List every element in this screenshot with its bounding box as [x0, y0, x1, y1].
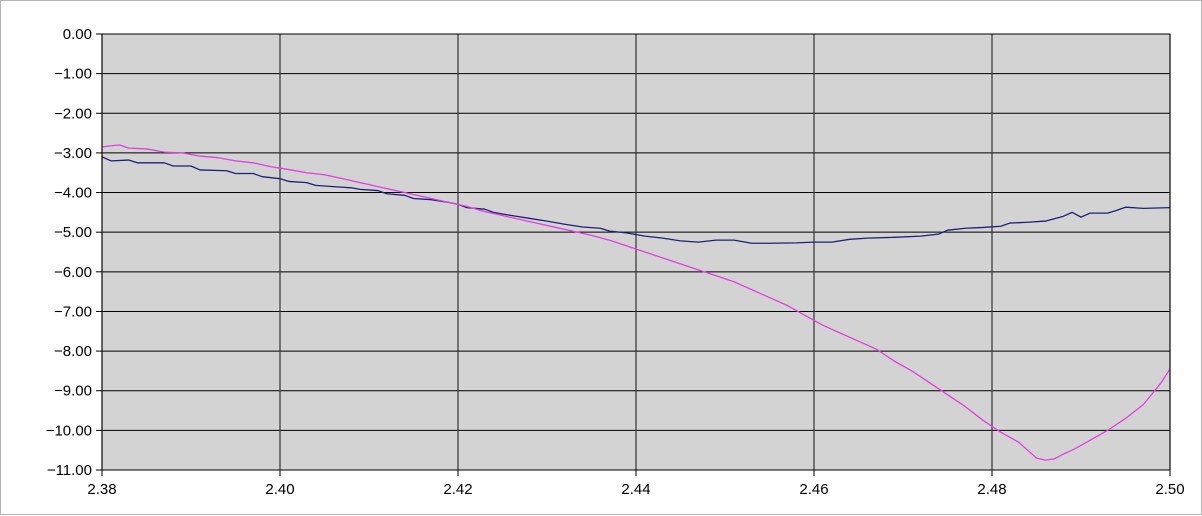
x-tick-label: 2.40: [265, 481, 294, 498]
y-tick-label: −2.00: [54, 105, 92, 122]
tick-labels: 0.00 −1.00 −2.00 −3.00 −4.00 −5.00 −6.00 −7.00 −…: [46, 26, 1185, 498]
y-tick-label: −3.00: [54, 145, 92, 162]
x-tick-label: 2.46: [799, 481, 828, 498]
y-tick-label: 0.00: [63, 26, 92, 43]
series-line-1: [101, 156, 1171, 244]
axes: [96, 33, 1171, 476]
y-tick-label: −1.00: [54, 66, 92, 83]
plot-border: [101, 33, 1171, 471]
x-tick-label: 2.42: [443, 481, 472, 498]
y-tick-label: −7.00: [54, 303, 92, 320]
y-tick-label: −9.00: [54, 383, 92, 400]
y-tick-label: −8.00: [54, 343, 92, 360]
y-tick-label: −11.00: [47, 462, 92, 479]
series-line-2: [101, 144, 1171, 461]
y-tick-label: −6.00: [54, 264, 92, 281]
y-tick-label: −4.00: [54, 185, 92, 202]
series-lines: [101, 144, 1171, 461]
x-tick-label: 2.38: [87, 481, 116, 498]
x-tick-label: 2.44: [621, 481, 650, 498]
y-tick-label: −10.00: [46, 422, 92, 439]
x-tick-label: 2.50: [1155, 481, 1184, 498]
y-tick-label: −5.00: [54, 224, 92, 241]
x-tick-label: 2.48: [977, 481, 1006, 498]
